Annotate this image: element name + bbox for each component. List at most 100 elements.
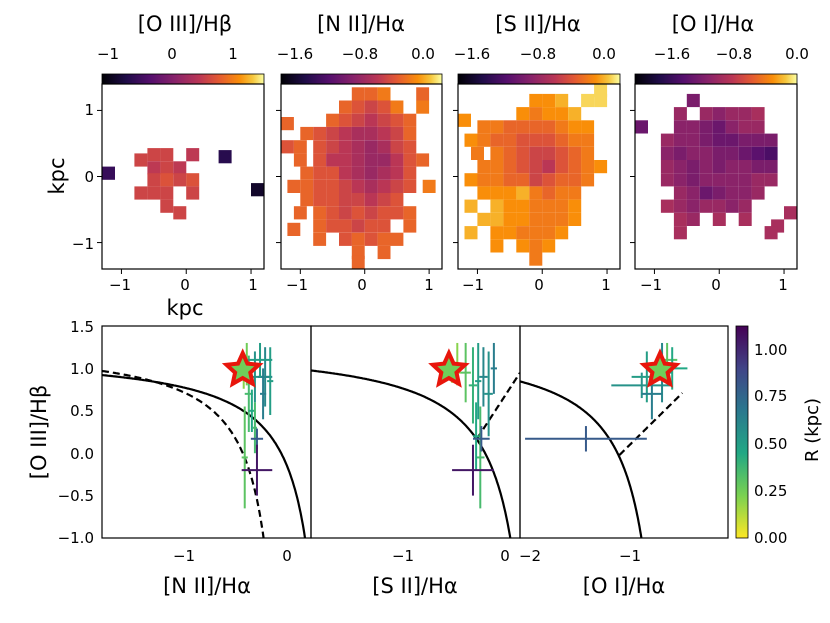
kewley-curve — [102, 374, 307, 538]
cbar-tick: 1 — [228, 45, 238, 63]
galaxy-star-marker — [639, 348, 681, 388]
heatmap-pixel — [339, 140, 352, 154]
cbar-tick: −0.8 — [342, 45, 378, 63]
heatmap-pixel — [377, 193, 391, 207]
heatmap-pixel — [339, 206, 352, 220]
heatmap-pixel — [660, 173, 674, 187]
heatmap-pixel — [699, 120, 713, 134]
data-point — [252, 402, 257, 454]
map-panel-oiii-hb: [O III]/Hβ −1 0 1 −1 0 1 1 0 −1 — [72, 12, 265, 294]
heatmap-pixel — [364, 113, 378, 127]
heatmap-pixel — [490, 212, 504, 226]
data-point — [472, 426, 490, 452]
heatmap-pixel — [326, 153, 339, 167]
cbar-tick: −0.8 — [716, 45, 752, 63]
heatmap-pixel — [300, 179, 314, 193]
heatmap-pixel — [673, 173, 687, 187]
x-tick: 0 — [711, 276, 721, 294]
data-point — [475, 342, 482, 420]
heatmap-pixel — [594, 160, 608, 174]
heatmap-pixel — [635, 120, 648, 134]
heatmap-pixel — [581, 146, 595, 160]
heatmap-pixel — [725, 199, 739, 213]
heatmap-pixel — [751, 160, 765, 174]
x-tick: −1 — [286, 276, 308, 294]
y-tick: 1.5 — [70, 318, 94, 336]
x-tick: 1 — [424, 276, 434, 294]
heatmap-pixel — [403, 206, 417, 220]
kewley-curve — [311, 369, 512, 538]
heatmap-pixel — [699, 160, 713, 174]
heatmap-pixel — [660, 160, 674, 174]
heatmap-pixel — [581, 93, 595, 108]
data-point — [484, 351, 493, 437]
heatmap-pixel — [516, 226, 530, 240]
heatmap-pixel — [738, 133, 752, 147]
heatmap-pixel — [751, 107, 765, 121]
heatmap-pixel — [313, 179, 327, 193]
heatmap-pixel — [377, 153, 391, 167]
heatmap-pixel — [529, 212, 543, 226]
data-point — [525, 426, 647, 452]
heatmap-pixel — [313, 193, 327, 207]
heatmap-pixel — [738, 186, 752, 200]
heatmap-pixel — [390, 126, 404, 141]
cbar-tick: −0.8 — [520, 45, 556, 63]
heatmap-pixel — [712, 146, 726, 160]
heatmap-pixel — [339, 193, 352, 207]
heatmap-pixel — [568, 120, 582, 134]
heatmap-pixel — [568, 146, 582, 160]
heatmap-pixel — [699, 186, 713, 200]
heatmap-pixel — [529, 252, 543, 266]
heatmap-pixel — [516, 146, 530, 160]
heatmap-pixel — [293, 140, 307, 154]
heatmap-pixel — [673, 212, 687, 226]
heatmap-pixel — [725, 107, 739, 121]
heatmap-pixel — [673, 120, 687, 134]
heatmap-pixel — [186, 173, 200, 187]
colorbar-oiii-hb — [101, 73, 265, 85]
heatmap-pixel — [364, 87, 378, 101]
heatmap-pixel — [529, 160, 543, 174]
rbar-tick: 0.75 — [754, 387, 787, 405]
heatmap-pixel — [673, 160, 687, 174]
heatmap-pixel — [529, 226, 543, 240]
heatmap-pixel — [147, 186, 161, 200]
heatmap-pixel — [339, 126, 352, 141]
heatmap-pixel — [516, 107, 530, 121]
heatmap-pixel — [660, 133, 674, 147]
heatmap-pixel — [416, 153, 430, 167]
heatmap-pixel — [503, 199, 517, 213]
kewley-curve — [520, 380, 643, 538]
map-panel-nii-ha: [N II]/Hα −1.6 −0.8 0.0 −1 0 1 — [276, 12, 443, 294]
x-tick: 1 — [601, 276, 611, 294]
heatmap-pixel — [364, 232, 378, 246]
heatmap-pixel — [173, 161, 187, 175]
data-point — [247, 342, 273, 377]
heatmap-pixel — [477, 133, 491, 147]
heatmap-pixel — [313, 232, 327, 246]
data-point — [241, 406, 248, 509]
heatmap-pixel — [351, 166, 365, 180]
y-tick: −1 — [72, 235, 94, 253]
heatmap-pixel — [555, 199, 569, 213]
heatmap-pixel — [699, 107, 713, 121]
heatmap-pixel — [377, 87, 391, 101]
heatmap-pixel — [293, 153, 307, 167]
heatmap-pixel — [568, 107, 582, 121]
heatmap-pixel — [738, 173, 752, 187]
heatmap-pixel — [287, 179, 301, 193]
map-title-oiii-hb: [O III]/Hβ — [138, 12, 232, 36]
heatmap-pixel — [738, 146, 752, 160]
heatmap-pixel — [712, 133, 726, 147]
data-point — [490, 342, 498, 394]
heatmap-pixel — [568, 186, 582, 200]
heatmap-pixel — [147, 148, 161, 162]
heatmap-pixel — [313, 126, 327, 141]
heatmap-pixel — [555, 120, 569, 134]
heatmap-pixel — [725, 160, 739, 174]
cbar-tick: −1.6 — [654, 45, 690, 63]
heatmap-pixel — [712, 199, 726, 213]
heatmap-pixel — [300, 193, 314, 207]
heatmap-pixel — [477, 173, 491, 187]
